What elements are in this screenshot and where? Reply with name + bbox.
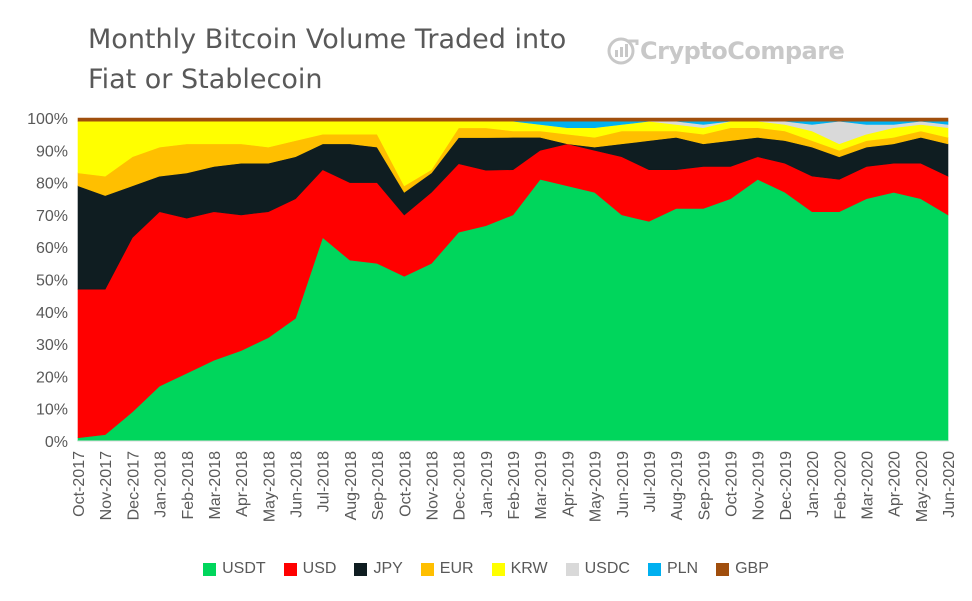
x-tick-label: Jun-2020 [941, 451, 958, 518]
legend-swatch [283, 562, 297, 576]
legend-item-krw: KRW [491, 560, 548, 578]
legend-label: GBP [735, 560, 769, 577]
x-tick-label: Feb-2018 [180, 451, 197, 520]
y-tick-label: 30% [36, 337, 68, 354]
y-tick-label: 100% [27, 111, 68, 128]
legend-swatch [354, 562, 368, 576]
x-tick-label: Nov-2017 [98, 451, 115, 520]
chart-title-line-1: Monthly Bitcoin Volume Traded into [88, 24, 567, 55]
y-tick-label: 90% [36, 143, 68, 160]
x-tick-label: Oct-2017 [71, 451, 88, 517]
cryptocompare-watermark: CryptoCompare [606, 36, 845, 66]
y-tick-label: 0% [45, 434, 68, 451]
legend-item-jpy: JPY [354, 560, 403, 578]
legend-item-usdc: USDC [565, 560, 630, 578]
x-tick-label: Dec-2018 [452, 451, 469, 520]
x-tick-label: May-2020 [914, 451, 931, 522]
x-tick-label: Feb-2020 [832, 451, 849, 520]
x-tick-label: May-2019 [588, 451, 605, 522]
x-tick-label: Mar-2020 [859, 451, 876, 520]
x-tick-label: Jul-2018 [316, 451, 333, 512]
y-tick-label: 80% [36, 176, 68, 193]
x-tick-label: Sep-2019 [696, 451, 713, 520]
x-tick-label: Jan-2018 [153, 451, 170, 518]
legend-label: PLN [666, 560, 699, 577]
y-tick-label: 40% [36, 305, 68, 322]
x-tick-label: Nov-2019 [751, 451, 768, 520]
x-tick-label: Apr-2019 [560, 451, 577, 517]
legend-item-pln: PLN [647, 560, 699, 578]
legend-swatch [420, 562, 434, 576]
x-tick-label: Jul-2019 [642, 451, 659, 512]
x-tick-label: Nov-2018 [424, 451, 441, 520]
legend-label: JPY [373, 560, 403, 577]
x-tick-label: Aug-2018 [343, 451, 360, 520]
y-tick-label: 50% [36, 273, 68, 290]
cryptocompare-logo-icon [607, 37, 639, 65]
x-tick-label: May-2018 [261, 451, 278, 522]
chart-legend: USDT USD JPY EUR KRW USDC PLN GBP [0, 560, 972, 578]
x-tick-label: Oct-2019 [724, 451, 741, 517]
x-tick-label: Feb-2019 [506, 451, 523, 520]
y-tick-label: 60% [36, 240, 68, 257]
x-tick-label: Apr-2020 [887, 451, 904, 517]
axes-group: 0% 10% 20% 30% 40% 50% 60% 70% 80% 90% 100% Oct-201… [27, 111, 958, 522]
x-tick-label: Dec-2017 [125, 451, 142, 520]
legend-swatch [647, 562, 661, 576]
x-tick-label: Jun-2018 [289, 451, 306, 518]
legend-item-usdt: USDT [203, 560, 266, 578]
area-gbp [77, 117, 949, 122]
legend-label: USDC [584, 560, 630, 577]
x-tick-label: Jan-2019 [479, 451, 496, 518]
x-tick-label: Jun-2019 [615, 451, 632, 518]
chart-title: Monthly Bitcoin Volume Traded into Fiat … [88, 20, 566, 100]
x-tick-label: Aug-2019 [669, 451, 686, 520]
x-tick-label: Apr-2018 [234, 451, 251, 517]
legend-label: EUR [439, 560, 474, 577]
x-tick-label: Mar-2019 [533, 451, 550, 520]
area-series-group [77, 117, 949, 442]
legend-label: USDT [222, 560, 266, 577]
legend-swatch [491, 562, 505, 576]
y-tick-label: 10% [36, 402, 68, 419]
x-tick-label: Jan-2020 [805, 451, 822, 518]
x-tick-label: Mar-2018 [207, 451, 224, 520]
x-tick-label: Oct-2018 [397, 451, 414, 517]
legend-item-eur: EUR [420, 560, 474, 578]
y-tick-label: 20% [36, 369, 68, 386]
legend-swatch [203, 562, 217, 576]
watermark-text: CryptoCompare [640, 37, 845, 65]
legend-item-gbp: GBP [716, 560, 769, 578]
legend-label: USD [302, 560, 337, 577]
chart-title-line-2: Fiat or Stablecoin [88, 64, 323, 95]
y-tick-label: 70% [36, 208, 68, 225]
legend-item-usd: USD [283, 560, 337, 578]
legend-swatch [716, 562, 730, 576]
legend-swatch [565, 562, 579, 576]
x-tick-label: Sep-2018 [370, 451, 387, 520]
x-tick-label: Dec-2019 [778, 451, 795, 520]
legend-label: KRW [510, 560, 548, 577]
